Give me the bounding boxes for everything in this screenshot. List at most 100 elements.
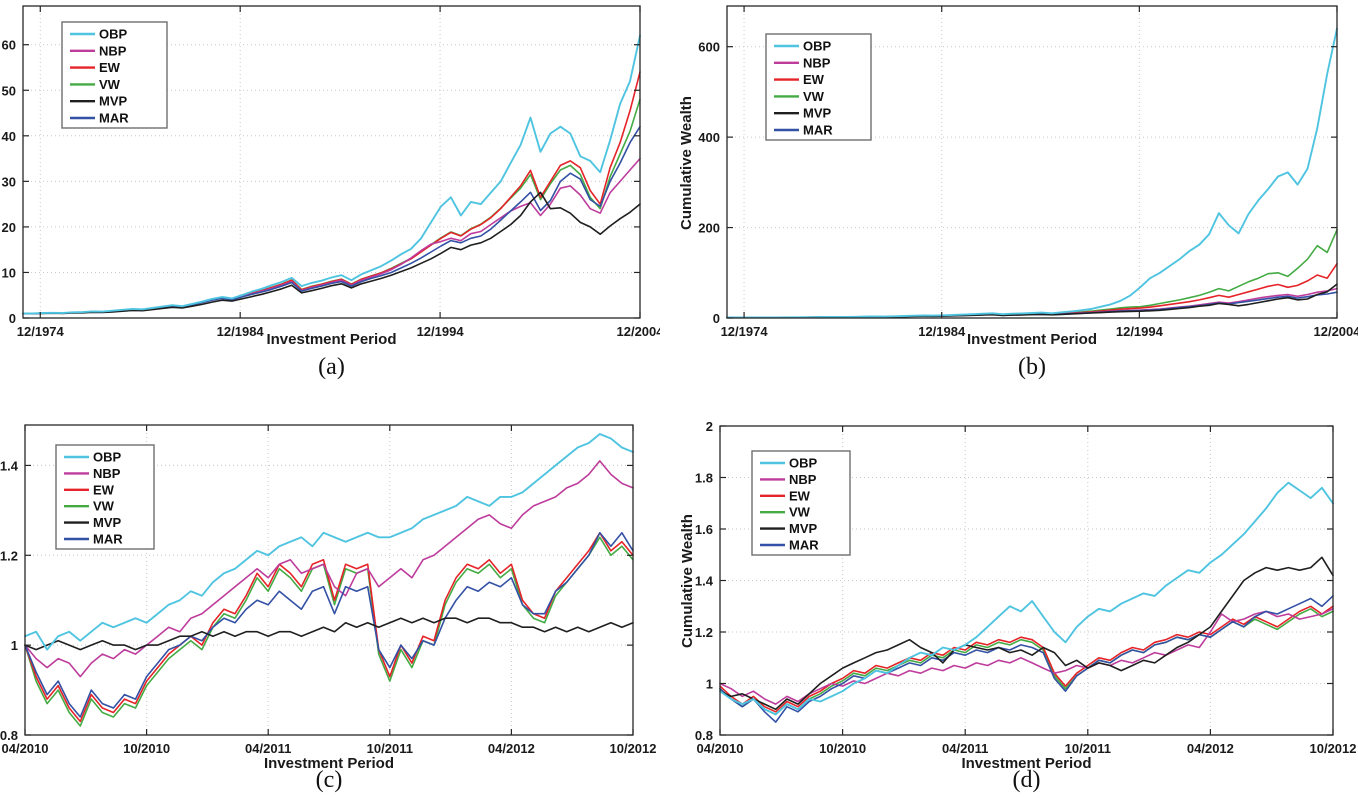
y-tick-label: 0.8 [0,728,18,743]
gridlines [23,6,640,318]
y-tick-label: 400 [698,130,720,145]
legend-label-ew: EW [99,60,121,75]
y-tick-label: 10 [2,265,16,280]
plot-box [726,5,1338,319]
series-vw-line [719,608,1334,716]
series-mar-line [24,532,634,718]
series-mar-line [719,595,1334,723]
panel-a-svg: 12/1974 12/1984 12/1994 12/2004 0 10 20 30 40 50 6… [2,5,664,339]
x-tick-label: 12/1994 [1116,324,1164,339]
panel-b-caption: (b) [1018,354,1046,380]
panel-c-xlabel: Investment Period [263,755,395,772]
legend-label-mar: MAR [93,532,123,547]
legend-box [55,444,155,550]
legend-label-vw: VW [803,89,825,104]
legend-box [751,450,851,556]
legend-label-mvp: MVP [99,94,128,109]
tick-marks [23,6,641,319]
legend-label-mar: MAR [789,538,819,553]
y-tick-label: 0 [713,311,720,326]
y-tick-label: 1.4 [695,574,714,589]
x-tick-label: 10/2010 [123,741,170,756]
gridlines [25,425,633,735]
panel-c-caption: (c) [315,767,343,793]
legend-box [765,33,872,141]
legend-label-ew: EW [789,488,811,503]
plot-box [24,424,634,736]
panel-d-plot: 04/2010 10/2010 04/2011 10/2011 04/2012 10/20… [660,405,1358,809]
panel-b-xlabel: Investment Period [966,331,1098,348]
panel-b-plot: 12/1974 12/1984 12/1994 12/2004 0 200 400 600 OB… [660,0,1358,410]
series-obp-line [22,34,641,315]
series-obp-line [719,481,1334,716]
x-tick-label: 12/1974 [721,324,769,339]
legend-label-nbp: NBP [803,55,831,70]
legend-label-obp: OBP [99,27,128,42]
panel-d-xlabel: Investment Period [961,755,1092,772]
legend-label-nbp: NBP [789,472,817,487]
x-tick-label: 10/2012 [610,741,657,756]
x-tick-label: 12/1984 [918,324,966,339]
y-tick-label: 30 [2,174,16,189]
x-tick-label: 10/2010 [819,741,866,756]
x-tick-label: 04/2012 [488,741,535,756]
series-mvp-line [719,556,1334,711]
legend-label-vw: VW [789,505,811,520]
y-tick-label: 1.8 [695,471,713,486]
x-tick-label: 12/1984 [217,324,265,339]
legend-box [61,21,168,129]
y-tick-label: 1.6 [695,522,713,537]
x-tick-label: 12/1994 [417,324,465,339]
panel-d-svg: 04/2010 10/2010 04/2011 10/2011 04/2012 10/20… [695,419,1357,756]
series-nbp-line [24,460,634,678]
x-tick-label: 04/2012 [1187,741,1234,756]
legend-label-nbp: NBP [99,43,127,58]
tick-marks [719,425,1334,736]
panel-a-xlabel: Investment Period [266,331,397,348]
y-tick-label: 200 [698,221,720,236]
y-tick-label: 0 [9,311,16,326]
series-obp-line [24,433,634,651]
y-tick-label: 20 [2,220,16,235]
legend-label-mvp: MVP [93,515,122,530]
series-mvp-line [24,617,634,651]
y-tick-label: 600 [698,40,720,55]
x-tick-label: 10/2011 [1065,741,1111,756]
y-tick-label: 2 [706,419,713,434]
legend-label-ew: EW [803,72,825,87]
x-tick-label: 04/2010 [2,741,49,756]
y-tick-label: 50 [2,83,16,98]
series-ew-line [726,262,1338,319]
panel-c: 04/2010 10/2010 04/2011 10/2011 04/2012 10/20… [0,405,660,809]
x-tick-label: 04/2011 [245,741,291,756]
legend-label-mar: MAR [803,123,833,138]
panel-d-ylabel: Cumulative Wealth [679,514,696,648]
series-vw-line [24,536,634,727]
legend-label-nbp: NBP [93,466,121,481]
series-ew-line [719,605,1334,713]
x-tick-label: 04/2010 [697,741,744,756]
y-tick-label: 0.8 [695,728,713,743]
panel-a-plot: 12/1974 12/1984 12/1994 12/2004 0 10 20 30 40 50 6… [0,0,664,410]
legend-label-mvp: MVP [789,521,818,536]
panel-d: 04/2010 10/2010 04/2011 10/2011 04/2012 10/20… [660,405,1358,809]
x-tick-label: 10/2011 [367,741,413,756]
legend-label-obp: OBP [789,456,818,471]
panel-a-caption: (a) [318,354,345,380]
y-tick-label: 60 [2,38,16,53]
legend-label-vw: VW [99,77,121,92]
tick-marks [24,425,634,736]
x-tick-label: 12/1974 [17,324,65,339]
x-tick-label: 12/2004 [1314,324,1358,339]
legend-label-mvp: MVP [803,106,832,121]
legend-label-obp: OBP [93,450,122,465]
panel-b-svg: 12/1974 12/1984 12/1994 12/2004 0 200 400 600 OB… [698,5,1358,339]
plot-box [22,5,641,319]
series-nbp-line [719,608,1334,705]
series-mvp-line [22,191,641,315]
tick-marks [727,6,1338,319]
y-tick-label: 1 [706,677,713,692]
y-tick-label: 1.2 [695,625,713,640]
legend-label-mar: MAR [99,111,129,126]
